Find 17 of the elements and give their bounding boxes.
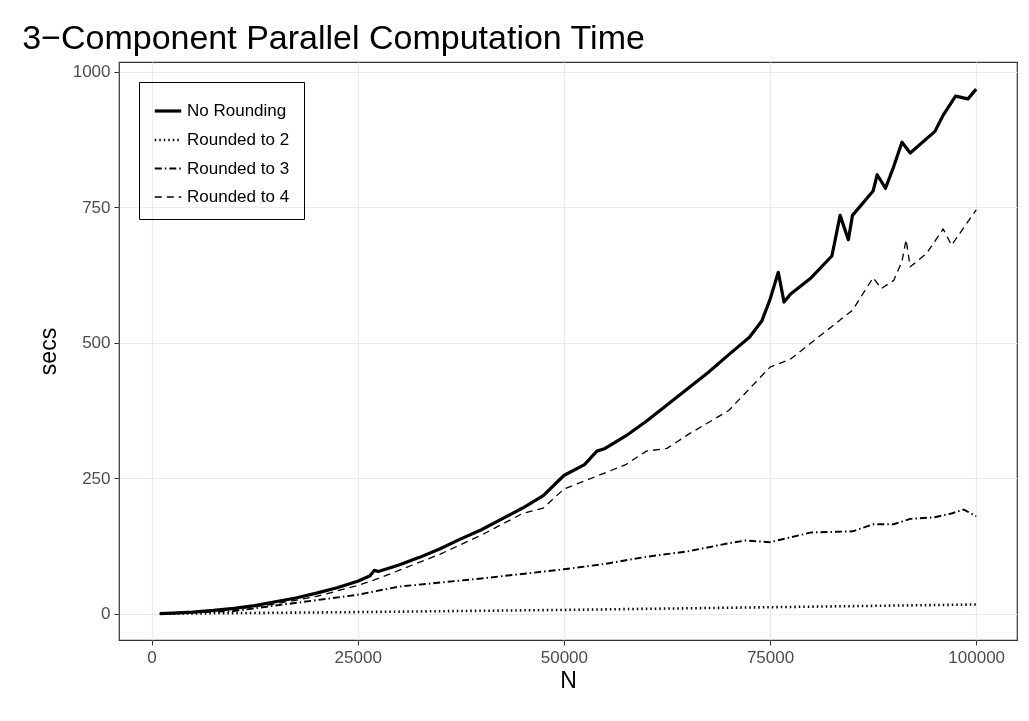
- y-tick-label: 1000: [72, 62, 111, 82]
- legend-label: Rounded to 3: [187, 158, 290, 178]
- x-tick-label: 25000: [334, 647, 382, 667]
- chart-title: 3−Component Parallel Computation Time: [22, 18, 645, 56]
- legend-label: Rounded to 2: [187, 130, 290, 149]
- x-axis-title: N: [560, 666, 577, 693]
- legend-label: Rounded to 4: [187, 187, 290, 206]
- y-tick-label: 500: [82, 333, 111, 353]
- legend-label: No Rounding: [187, 101, 287, 120]
- x-tick-label: 50000: [540, 647, 589, 667]
- y-tick-label: 250: [82, 468, 111, 488]
- y-tick-label: 0: [101, 604, 111, 624]
- y-axis-title: secs: [34, 327, 61, 376]
- x-tick-label: 75000: [746, 647, 795, 667]
- y-tick-label: 750: [82, 197, 111, 217]
- x-tick-label: 0: [147, 647, 157, 667]
- x-tick-label: 100000: [948, 647, 1006, 667]
